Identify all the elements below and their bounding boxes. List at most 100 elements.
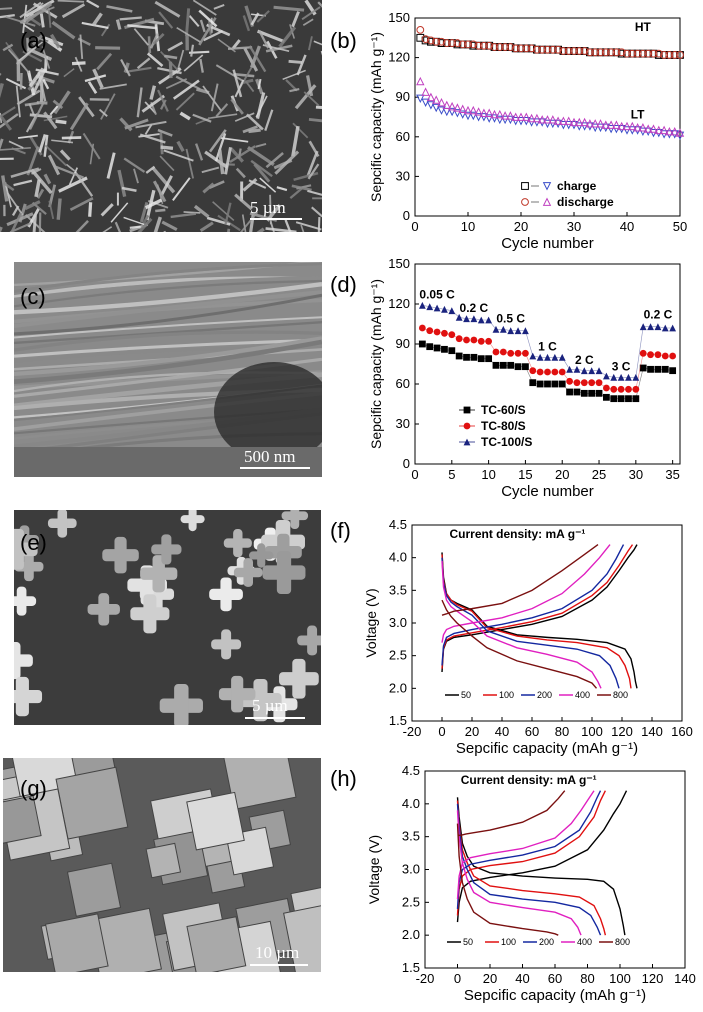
data-point — [612, 48, 621, 57]
data-point — [644, 49, 653, 58]
x-tick-label: 40 — [495, 724, 509, 739]
data-point — [522, 349, 529, 357]
data-point — [586, 48, 594, 57]
data-point — [669, 324, 677, 332]
data-point — [595, 367, 603, 375]
data-point — [537, 118, 547, 127]
data-point — [586, 48, 594, 57]
data-point — [426, 343, 434, 351]
data-point — [421, 35, 430, 44]
data-point — [522, 112, 531, 121]
data-point — [580, 117, 589, 127]
data-point — [628, 121, 637, 131]
series-line — [456, 810, 582, 936]
series-line — [457, 790, 566, 837]
sem-image-g — [3, 758, 321, 972]
series-line — [441, 560, 602, 689]
panel-label-h: (h) — [330, 766, 357, 791]
data-point — [573, 379, 581, 387]
data-point — [421, 36, 430, 45]
y-tick-label: 30 — [396, 416, 410, 431]
x-tick-label: 30 — [629, 467, 643, 482]
data-point — [617, 124, 626, 134]
data-point — [485, 41, 494, 50]
y-tick-label: 3.5 — [389, 582, 407, 597]
data-point — [522, 44, 531, 53]
data-point — [628, 49, 637, 58]
series-line — [422, 343, 673, 399]
data-point — [499, 361, 507, 369]
annotation: 3 C — [612, 360, 631, 374]
data-point — [564, 47, 573, 55]
y-axis-label: Voltage (V) — [366, 835, 382, 904]
data-point — [453, 40, 462, 49]
data-point — [570, 47, 578, 55]
data-point — [485, 41, 494, 50]
data-point — [544, 380, 551, 388]
sem-image-a — [0, 0, 322, 232]
data-point — [543, 115, 552, 124]
data-point — [612, 120, 621, 129]
data-point — [558, 380, 566, 388]
data-point — [453, 39, 462, 47]
data-point — [536, 380, 544, 388]
data-point — [501, 43, 510, 51]
data-point — [506, 111, 515, 120]
data-point — [623, 49, 631, 58]
scalebar-label-c: 500 nm — [244, 447, 296, 466]
y-tick-label: 150 — [388, 256, 410, 271]
data-point — [665, 127, 674, 136]
x-tick-label: 120 — [642, 971, 664, 986]
data-point — [564, 116, 573, 125]
data-point — [464, 40, 472, 49]
data-point — [665, 130, 674, 139]
data-point — [659, 130, 669, 139]
data-point — [529, 367, 537, 375]
y-tick-label: 2.5 — [402, 894, 420, 909]
data-point — [463, 111, 473, 121]
sem-image-c — [14, 262, 322, 477]
x-tick-label: 50 — [673, 219, 687, 234]
data-point — [602, 372, 610, 380]
series-line — [441, 544, 638, 673]
y-tick-label: 4.0 — [402, 796, 420, 811]
data-point — [625, 385, 632, 393]
data-point — [514, 363, 522, 371]
data-point — [665, 51, 674, 59]
data-point — [470, 336, 478, 344]
data-point — [474, 113, 483, 122]
data-point — [569, 117, 579, 127]
annotation: 1 C — [538, 340, 557, 354]
data-point — [507, 361, 515, 369]
panel-label-e: (e) — [20, 530, 47, 555]
x-tick-label: 40 — [620, 219, 634, 234]
data-point — [432, 37, 441, 46]
plot-b: 0 10 20 30 40 50 0 30 60 90 120 150 Cycle number Sepc… — [368, 10, 687, 252]
data-point — [426, 92, 436, 102]
y-tick-label: 2.5 — [389, 648, 407, 663]
series-line — [441, 544, 599, 616]
plot-d: 0 5 10 15 20 25 30 35 0 30 60 90 120 150 Cycle number S… — [368, 256, 681, 500]
data-point — [554, 45, 563, 54]
x-tick-label: 0 — [438, 724, 445, 739]
annotation: 0.5 C — [496, 312, 525, 326]
plot-h: -20 0 20 40 60 80 100 120 140 1.5 2.0 2.5 3.0 3.5 4.0 4… — [366, 763, 696, 1004]
legend-marker — [463, 406, 471, 414]
data-point — [426, 327, 434, 335]
data-point — [675, 128, 685, 137]
data-point — [644, 49, 653, 58]
data-point — [654, 51, 663, 59]
x-tick-label: 80 — [555, 724, 569, 739]
x-tick-label: 160 — [671, 724, 693, 739]
annotation: Current density: mA g⁻¹ — [450, 527, 586, 541]
data-point — [469, 41, 478, 50]
y-tick-label: 3.0 — [402, 862, 420, 877]
data-point — [441, 305, 448, 313]
annotation: 0.2 C — [644, 308, 673, 322]
y-axis-label: Voltage (V) — [363, 588, 379, 657]
panel-label-c: (c) — [20, 284, 46, 309]
data-point — [543, 45, 552, 54]
data-point — [437, 39, 446, 47]
data-point — [458, 104, 467, 113]
legend-marker — [463, 422, 471, 430]
